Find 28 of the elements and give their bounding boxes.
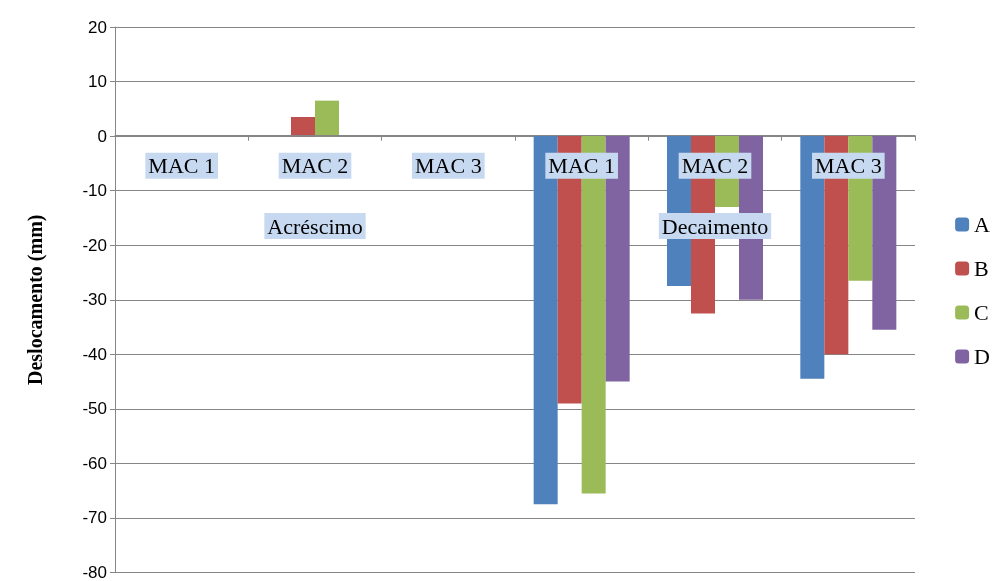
x-tick-label: MAC 2 [681,153,749,179]
x-tick-label: MAC 3 [815,153,882,179]
y-tick-label: -30 [82,290,107,310]
legend-label: C [974,300,989,325]
y-tick-label: 0 [97,126,107,146]
bar [605,136,630,382]
annotation: Decaimento [661,213,769,239]
x-tick-label: MAC 2 [281,153,349,179]
y-axis-title: Deslocamento (mm) [24,214,47,385]
y-tick-label: 10 [88,72,107,92]
y-tick-label: -40 [82,344,107,364]
legend-label: B [974,256,989,281]
y-tick-label: -20 [82,235,107,255]
x-tick-label: MAC 1 [148,153,215,179]
y-tick-label: 20 [88,17,107,37]
bar [291,117,315,137]
y-tick-label: -70 [82,508,107,528]
y-tick-label: -80 [82,563,107,581]
annotation: Acréscimo [267,213,363,239]
y-tick-label: -60 [82,453,107,473]
y-tick-label: -10 [82,181,107,201]
y-tick-label: -50 [82,399,107,419]
bar [872,136,897,330]
legend-label: A [974,212,991,237]
x-tick-label: MAC 3 [415,153,482,179]
bar [315,100,339,137]
legend-label: D [974,344,990,369]
x-tick-label: MAC 1 [548,153,615,179]
